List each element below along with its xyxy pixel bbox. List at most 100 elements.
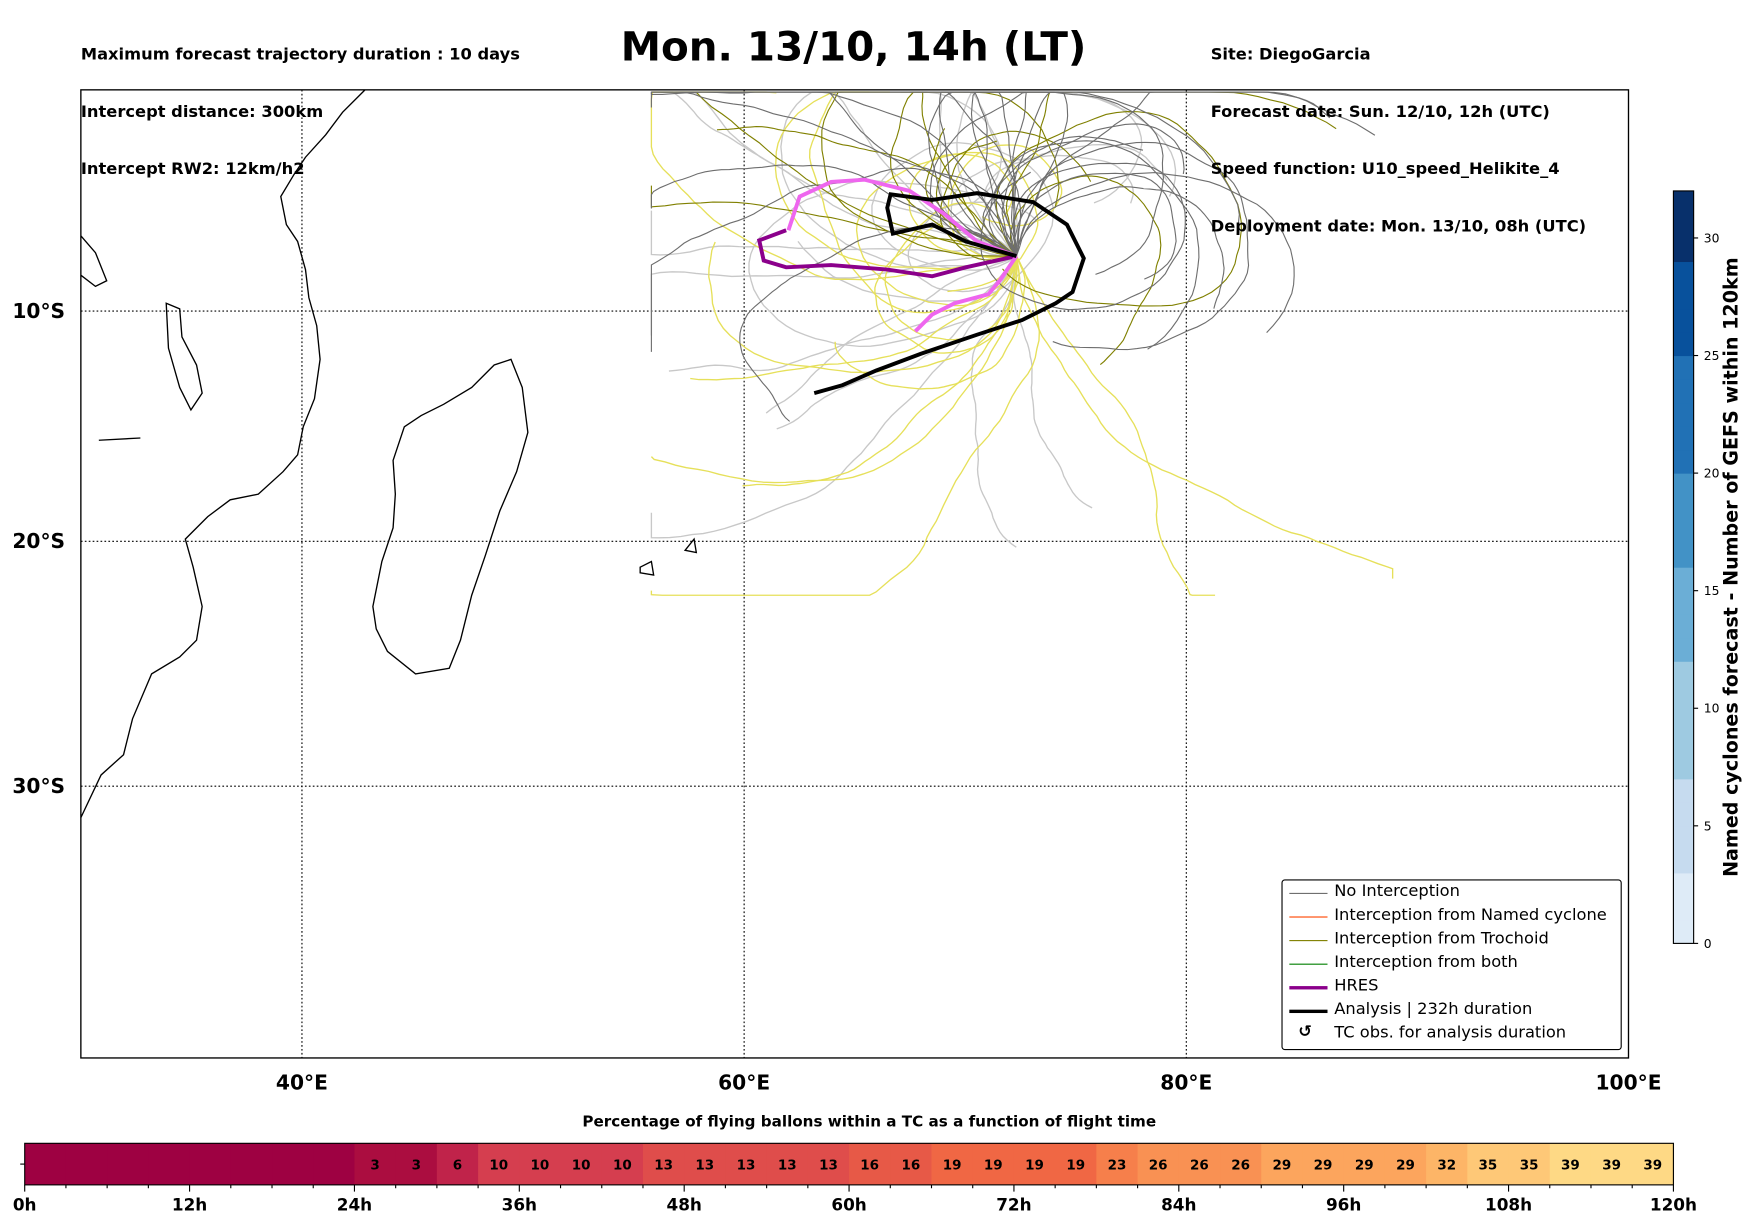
bar-cell-label: 19 [1066, 1158, 1085, 1174]
ensemble-trajectory [780, 91, 1017, 268]
coastline [165, 302, 203, 412]
ensemble-trajectory [963, 91, 1017, 257]
bar-cell [1137, 1143, 1180, 1185]
coastline [639, 560, 655, 576]
legend-item-hres: HRES [1283, 976, 1620, 1000]
bar-cell [972, 1143, 1015, 1185]
ensemble-trajectory [988, 140, 1200, 350]
colorbar-segment [1673, 284, 1694, 310]
bar-cell-label: 13 [778, 1158, 797, 1174]
legend-swatch [1289, 986, 1328, 990]
colorbar-segment [1673, 473, 1694, 498]
lat-tick-label: 10°S [12, 299, 65, 323]
ensemble-trajectory [808, 91, 1069, 257]
bar-cell-label: 19 [943, 1158, 962, 1174]
ensemble-trajectory [1001, 123, 1185, 257]
ensemble-trajectory [1015, 255, 1394, 579]
ensemble-trajectory [909, 91, 1019, 257]
ensemble-trajectory [650, 210, 1017, 257]
ensemble-trajectory [650, 256, 1018, 484]
ensemble-trajectory [650, 254, 1017, 336]
colorbar-segment [1673, 849, 1694, 874]
bar-cell [849, 1143, 891, 1185]
ensemble-trajectory [650, 167, 1017, 352]
ensemble-trajectory [651, 91, 1017, 257]
ensemble-trajectory [748, 179, 1025, 348]
colorbar-segment [1673, 567, 1694, 592]
bar-cell-label: 10 [489, 1158, 508, 1174]
colorbar-segment [1673, 449, 1694, 474]
bar-cell [684, 1143, 727, 1185]
ensemble-trajectory [947, 144, 1063, 260]
legend-label: No Interception [1334, 882, 1460, 901]
ensemble-trajectory [927, 91, 1240, 257]
coastline [372, 358, 529, 675]
lon-tick-label: 60°E [718, 1070, 770, 1094]
speed-function-text: Speed function: U10_speed_Helikite_4 [1210, 160, 1560, 179]
legend-item-tc-obs: ↺ TC obs. for analysis duration [1283, 1023, 1620, 1047]
bar-cell [1384, 1143, 1427, 1185]
legend-swatch [1289, 916, 1328, 918]
colorbar-segment [1673, 379, 1694, 404]
ensemble-trajectory [908, 153, 1017, 258]
bar-cell [65, 1143, 108, 1185]
ensemble-trajectory [1011, 91, 1061, 257]
bar-cell [601, 1143, 644, 1185]
ensemble-trajectory [650, 91, 1017, 257]
ensemble-trajectory [1005, 91, 1073, 257]
bar-cell-label: 19 [1025, 1158, 1044, 1174]
bar-cell [560, 1143, 603, 1185]
header-left: Maximum forecast trajectory duration : 1… [81, 8, 520, 218]
analysis-trajectory [813, 191, 1086, 395]
coastline [80, 235, 108, 288]
colorbar-segment [1673, 214, 1694, 239]
ensemble-trajectory [675, 91, 1017, 257]
bar-cell [890, 1143, 933, 1185]
bar-cell [1590, 1143, 1633, 1185]
bar-cell-label: 29 [1314, 1158, 1333, 1174]
bar-cell [1178, 1143, 1221, 1185]
bar-cell-label: 13 [695, 1158, 714, 1174]
ensemble-trajectory [935, 140, 1017, 257]
bar-x-tick-label: 96h [1326, 1195, 1361, 1213]
header-right: Site: DiegoGarcia Forecast date: Sun. 12… [1211, 8, 1586, 275]
colorbar-frame [1672, 190, 1695, 944]
legend-item-analysis: Analysis | 232h duration [1283, 1000, 1620, 1024]
legend-label: Interception from Trochoid [1334, 929, 1549, 948]
bar-cell [272, 1143, 314, 1185]
bar-cell [519, 1143, 562, 1185]
bar-x-tick-label: 24h [337, 1195, 372, 1213]
colorbar-segment [1673, 543, 1694, 568]
bar-cell [230, 1143, 273, 1185]
bar-cell-label: 29 [1355, 1158, 1374, 1174]
ensemble-trajectory [651, 91, 1017, 257]
ensemble-trajectory [742, 255, 1018, 487]
ensemble-trajectory [716, 126, 1017, 257]
legend-label: Interception from both [1334, 953, 1518, 972]
colorbar-tick-label: 25 [1704, 349, 1720, 363]
colorbar-segment [1673, 684, 1694, 709]
ensemble-trajectory [650, 164, 1017, 257]
colorbar-segment [1673, 872, 1694, 897]
max-duration-text: Maximum forecast trajectory duration : 1… [80, 46, 520, 65]
coastline [98, 437, 141, 441]
legend-swatch [1289, 963, 1328, 965]
bar-x-tick-label: 0h [13, 1195, 37, 1213]
ensemble-trajectory [980, 162, 1186, 311]
bar-cell-label: 13 [819, 1158, 838, 1174]
colorbar-segment [1673, 590, 1694, 615]
bar-cell [478, 1143, 520, 1185]
colorbar-segment [1673, 520, 1694, 545]
ensemble-trajectory [650, 185, 1017, 257]
bar-x-tick-label: 84h [1161, 1195, 1196, 1213]
colorbar-tick-label: 0 [1704, 937, 1712, 951]
colorbar-segment [1673, 637, 1694, 662]
bar-cell [1302, 1143, 1345, 1185]
bar-cell-label: 10 [531, 1158, 550, 1174]
colorbar-segment [1673, 402, 1694, 427]
site-text: Site: DiegoGarcia [1210, 46, 1371, 65]
bar-cell-label: 13 [654, 1158, 673, 1174]
tc-symbol-icon: ↺ [1298, 1023, 1312, 1042]
colorbar-segment [1673, 708, 1694, 733]
